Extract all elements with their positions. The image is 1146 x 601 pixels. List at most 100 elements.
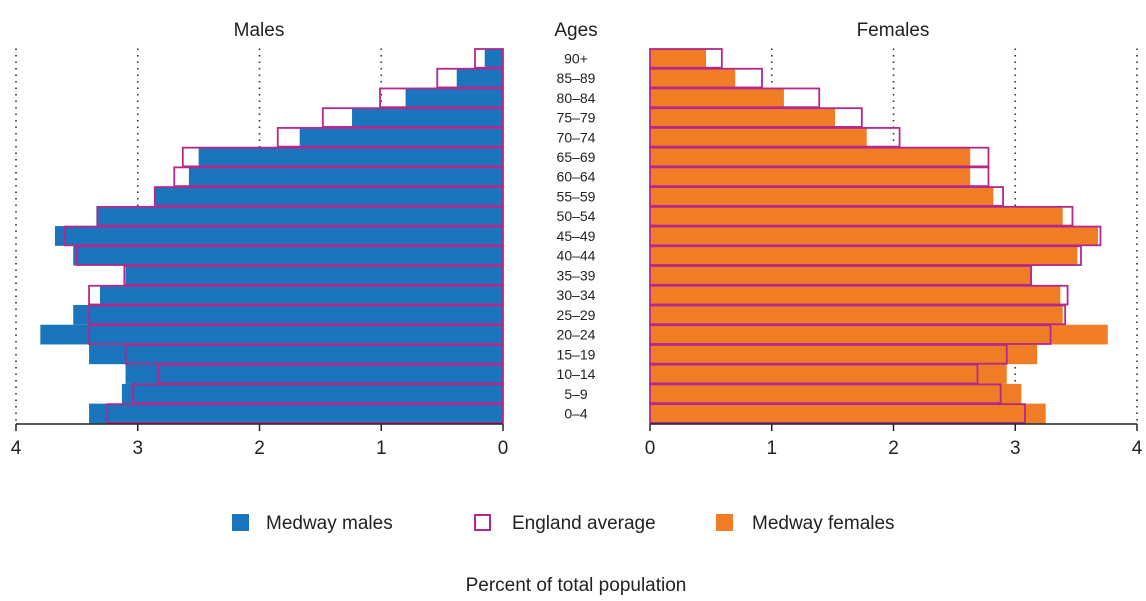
bar-female-70–74	[650, 127, 867, 148]
bar-female-80–84	[650, 87, 784, 108]
age-label-20–24: 20–24	[557, 327, 596, 343]
outline-female-15–19	[649, 344, 1008, 365]
left-panel-title: Males	[234, 20, 285, 41]
tick-label-left-0: 0	[498, 438, 509, 459]
age-label-30–34: 30–34	[557, 287, 596, 303]
bar-female-0–4	[650, 403, 1046, 424]
bar-male-35–39	[125, 265, 503, 286]
outline-male-90+	[474, 48, 504, 69]
bar-female-50–54	[650, 206, 1063, 227]
outline-male-75–79	[321, 107, 504, 128]
bar-male-55–59	[154, 186, 504, 207]
age-label-15–19: 15–19	[557, 346, 596, 362]
x-axis-title: Percent of total population	[466, 575, 687, 596]
outline-female-60–64	[649, 166, 990, 188]
outline-female-45–49	[649, 225, 1102, 247]
outline-male-0–4	[106, 403, 504, 424]
outline-female-70–74	[649, 127, 901, 148]
legend-swatch-medway-males	[232, 514, 249, 531]
outline-male-25–29	[88, 304, 504, 326]
tick-label-left-2: 2	[254, 438, 265, 459]
outline-female-25–29	[649, 304, 1067, 326]
bar-female-90+	[650, 48, 707, 69]
outline-female-10–14	[649, 363, 979, 385]
bar-male-80–84	[405, 87, 503, 108]
outline-male-70–74	[276, 127, 504, 148]
tick-label-right-4: 4	[1132, 438, 1143, 459]
outline-female-20–24	[649, 324, 1052, 345]
outline-male-35–39	[123, 265, 504, 286]
legend-label-england-average: England average	[512, 513, 656, 534]
outline-male-85–89	[436, 67, 504, 89]
bar-female-5–9	[650, 383, 1022, 404]
bar-female-20–24	[650, 324, 1108, 345]
age-label-70–74: 70–74	[557, 129, 596, 145]
bar-male-85–89	[456, 68, 503, 88]
bar-female-45–49	[650, 226, 1099, 246]
legend-label-medway-males: Medway males	[266, 513, 393, 534]
outline-female-80–84	[649, 87, 821, 109]
bar-male-15–19	[89, 344, 504, 365]
bar-female-55–59	[650, 186, 994, 207]
age-label-80–84: 80–84	[557, 90, 596, 106]
tick-label-left-4: 4	[11, 438, 22, 459]
bar-male-40–44	[73, 245, 503, 266]
age-label-85–89: 85–89	[557, 70, 596, 86]
center-axis-title: Ages	[554, 20, 597, 41]
age-label-10–14: 10–14	[557, 366, 596, 382]
legend: Medway males England average Medway fema…	[232, 513, 895, 534]
tick-label-left-1: 1	[376, 438, 387, 459]
age-label-35–39: 35–39	[557, 267, 596, 283]
bar-female-60–64	[650, 166, 971, 187]
outline-female-5–9	[649, 383, 1002, 405]
bar-female-85–89	[650, 68, 736, 88]
age-label-60–64: 60–64	[557, 169, 596, 185]
bar-male-50–54	[96, 206, 503, 227]
male-bars	[40, 48, 504, 424]
age-label-50–54: 50–54	[557, 208, 596, 224]
bar-female-75–79	[650, 107, 836, 128]
age-labels: 90+ 85–89 80–84 75–79 70–74 65–69 60–64 55–59 50…	[557, 50, 596, 421]
outline-male-40–44	[75, 245, 504, 266]
bar-female-15–19	[650, 344, 1038, 365]
bar-female-10–14	[650, 364, 1007, 384]
age-label-75–79: 75–79	[557, 110, 596, 126]
bar-male-60–64	[188, 166, 503, 187]
tick-label-right-1: 1	[766, 438, 777, 459]
bar-male-45–49	[54, 226, 504, 246]
bar-male-25–29	[73, 304, 503, 325]
outline-female-85–89	[649, 67, 763, 89]
tick-label-left-3: 3	[132, 438, 143, 459]
legend-swatch-england-average	[474, 514, 491, 531]
outline-male-15–19	[124, 344, 504, 365]
bar-male-30–34	[100, 285, 503, 305]
bar-male-0–4	[89, 403, 504, 424]
age-label-25–29: 25–29	[557, 307, 596, 323]
outline-female-0–4	[649, 403, 1026, 424]
bar-female-65–69	[650, 147, 971, 167]
outline-female-35–39	[649, 265, 1032, 286]
outline-female-50–54	[649, 205, 1074, 227]
outline-male-5–9	[131, 383, 504, 405]
bar-male-5–9	[121, 383, 504, 404]
age-label-90+: 90+	[564, 50, 588, 66]
bar-female-25–29	[650, 304, 1063, 325]
outline-male-65–69	[181, 146, 504, 168]
bar-female-30–34	[650, 285, 1061, 305]
bar-female-35–39	[650, 265, 1032, 286]
outline-male-30–34	[88, 284, 504, 306]
bar-female-40–44	[650, 245, 1078, 266]
outline-male-50–54	[96, 205, 504, 227]
outline-female-40–44	[649, 245, 1082, 266]
tick-label-right-3: 3	[1010, 438, 1021, 459]
outline-female-55–59	[649, 186, 1004, 207]
female-england-outlines	[649, 48, 1102, 424]
outline-female-65–69	[649, 146, 990, 168]
age-label-5–9: 5–9	[564, 386, 588, 402]
outline-male-80–84	[379, 87, 504, 109]
tick-label-right-2: 2	[888, 438, 899, 459]
axes: 0 0 1 1 2 2 3 3 4 4	[11, 423, 1143, 459]
bar-male-20–24	[40, 324, 503, 345]
outline-male-45–49	[63, 225, 504, 247]
